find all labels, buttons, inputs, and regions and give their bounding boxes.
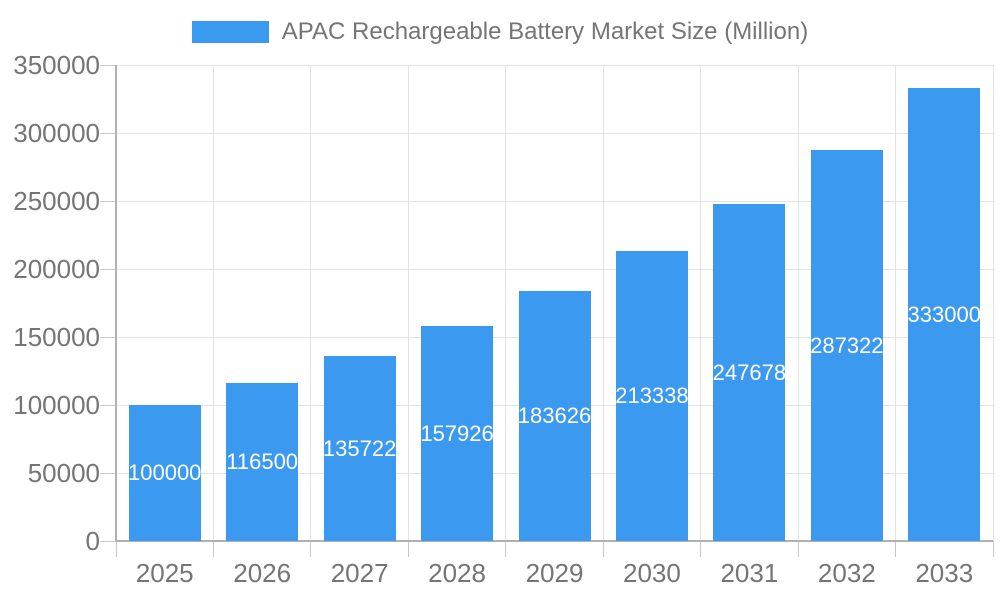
- x-axis-tick: [895, 541, 897, 557]
- bar-value-label: 333000: [907, 301, 981, 327]
- bar-2027[interactable]: [323, 356, 396, 541]
- bar-value-label: 116500: [226, 448, 299, 474]
- gridline-vertical: [407, 65, 409, 541]
- x-tick-label: 2031: [720, 558, 779, 588]
- bar-2026[interactable]: [226, 382, 299, 541]
- gridline-vertical: [895, 65, 897, 541]
- y-axis-tick: [100, 64, 116, 66]
- legend-label: APAC Rechargeable Battery Market Size (M…: [281, 18, 809, 45]
- x-axis-tick: [115, 541, 117, 557]
- x-axis-tick: [797, 541, 799, 557]
- x-axis-tick: [310, 541, 312, 557]
- bar-2029[interactable]: [518, 291, 591, 541]
- gridline-vertical: [602, 65, 604, 541]
- bar-value-label: 247678: [712, 359, 787, 385]
- legend-item[interactable]: APAC Rechargeable Battery Market Size (M…: [191, 18, 809, 46]
- bar-2025[interactable]: [128, 405, 201, 541]
- y-tick-label: 50000: [27, 458, 100, 488]
- bar-value-label: 183626: [517, 403, 592, 429]
- legend-swatch: [191, 21, 269, 43]
- gridline-vertical: [212, 65, 214, 541]
- y-tick-label: 150000: [13, 322, 100, 352]
- x-tick-label: 2026: [233, 558, 292, 588]
- y-tick-label: 0: [85, 526, 100, 556]
- bar-value-label: 135722: [322, 435, 397, 461]
- y-tick-label: 300000: [13, 118, 100, 148]
- bar-2033[interactable]: [908, 88, 981, 541]
- gridline-vertical: [505, 65, 507, 541]
- bar-2030[interactable]: [615, 250, 688, 541]
- bar-value-label: 287322: [810, 332, 884, 358]
- y-axis-tick: [100, 336, 116, 338]
- gridline-horizontal: [116, 200, 993, 202]
- x-tick-label: 2033: [915, 558, 974, 588]
- y-axis-tick: [100, 268, 116, 270]
- x-axis-tick: [992, 541, 994, 557]
- bar-value-label: 213338: [615, 382, 689, 408]
- x-axis-tick: [212, 541, 214, 557]
- legend: APAC Rechargeable Battery Market Size (M…: [0, 16, 1000, 48]
- bar-value-label: 100000: [128, 460, 202, 485]
- x-tick-label: 2029: [525, 558, 584, 588]
- bar-2028[interactable]: [421, 326, 494, 541]
- y-axis-tick: [100, 472, 116, 474]
- y-axis-line: [115, 65, 117, 541]
- x-axis-tick: [407, 541, 409, 557]
- bar-value-label: 157926: [420, 420, 494, 446]
- y-tick-label: 350000: [13, 50, 100, 80]
- gridline-horizontal: [116, 132, 993, 134]
- y-axis-tick: [100, 540, 116, 542]
- x-tick-label: 2030: [623, 558, 681, 588]
- gridline-vertical: [310, 65, 312, 541]
- y-tick-label: 200000: [13, 254, 100, 284]
- x-axis-tick: [700, 541, 702, 557]
- x-axis-tick: [602, 541, 604, 557]
- x-axis-line: [115, 540, 993, 542]
- x-axis-tick: [505, 541, 507, 557]
- y-axis-tick: [100, 404, 116, 406]
- y-axis-tick: [100, 200, 116, 202]
- y-tick-label: 100000: [13, 390, 100, 420]
- gridline-horizontal: [116, 268, 993, 270]
- gridline-vertical: [700, 65, 702, 541]
- x-tick-label: 2025: [135, 558, 194, 588]
- y-axis-tick: [100, 132, 116, 134]
- x-tick-label: 2032: [817, 558, 876, 588]
- x-tick-label: 2028: [428, 558, 486, 588]
- gridline-horizontal: [116, 64, 993, 66]
- bar-2032[interactable]: [810, 150, 883, 541]
- x-tick-label: 2027: [330, 558, 389, 588]
- gridline-vertical: [797, 65, 799, 541]
- bar-2031[interactable]: [713, 204, 786, 541]
- y-tick-label: 250000: [13, 186, 100, 216]
- gridline-vertical: [992, 65, 994, 541]
